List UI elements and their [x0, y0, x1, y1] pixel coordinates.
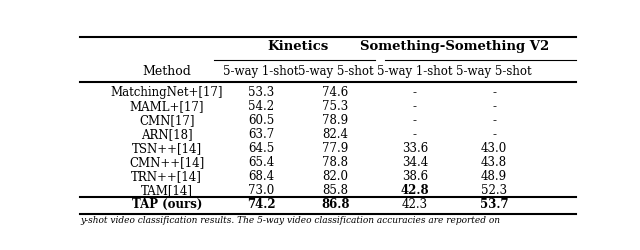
Text: ARN[18]: ARN[18]	[141, 128, 193, 141]
Text: 42.3: 42.3	[402, 198, 428, 211]
Text: CMN[17]: CMN[17]	[139, 114, 195, 127]
Text: TRN++[14]: TRN++[14]	[131, 170, 202, 183]
Text: y-shot video classification results. The 5-way video classification accuracies a: y-shot video classification results. The…	[80, 216, 500, 225]
Text: -: -	[413, 86, 417, 99]
Text: TSN++[14]: TSN++[14]	[132, 142, 202, 155]
Text: 54.2: 54.2	[248, 100, 274, 113]
Text: 74.2: 74.2	[247, 198, 275, 211]
Text: TAP (ours): TAP (ours)	[132, 198, 202, 211]
Text: 33.6: 33.6	[402, 142, 428, 155]
Text: 42.8: 42.8	[401, 184, 429, 197]
Text: 82.0: 82.0	[323, 170, 348, 183]
Text: 34.4: 34.4	[402, 156, 428, 169]
Text: 5-way 5-shot: 5-way 5-shot	[298, 65, 373, 78]
Text: 77.9: 77.9	[323, 142, 349, 155]
Text: 65.4: 65.4	[248, 156, 274, 169]
Text: 64.5: 64.5	[248, 142, 274, 155]
Text: 78.8: 78.8	[323, 156, 348, 169]
Text: CMN++[14]: CMN++[14]	[129, 156, 204, 169]
Text: -: -	[492, 86, 496, 99]
Text: -: -	[492, 128, 496, 141]
Text: 82.4: 82.4	[323, 128, 348, 141]
Text: Method: Method	[142, 65, 191, 78]
Text: 74.6: 74.6	[323, 86, 349, 99]
Text: TAM[14]: TAM[14]	[141, 184, 193, 197]
Text: 60.5: 60.5	[248, 114, 274, 127]
Text: -: -	[413, 114, 417, 127]
Text: 73.0: 73.0	[248, 184, 274, 197]
Text: 48.9: 48.9	[481, 170, 508, 183]
Text: -: -	[492, 100, 496, 113]
Text: 86.8: 86.8	[321, 198, 349, 211]
Text: 68.4: 68.4	[248, 170, 274, 183]
Text: 53.7: 53.7	[480, 198, 508, 211]
Text: 43.8: 43.8	[481, 156, 508, 169]
Text: 52.3: 52.3	[481, 184, 508, 197]
Text: -: -	[413, 128, 417, 141]
Text: Something-Something V2: Something-Something V2	[360, 40, 549, 53]
Text: 5-way 1-shot: 5-way 1-shot	[223, 65, 299, 78]
Text: MatchingNet+[17]: MatchingNet+[17]	[111, 86, 223, 99]
Text: 63.7: 63.7	[248, 128, 274, 141]
Text: 78.9: 78.9	[323, 114, 349, 127]
Text: -: -	[413, 100, 417, 113]
Text: MAML+[17]: MAML+[17]	[129, 100, 204, 113]
Text: 75.3: 75.3	[323, 100, 349, 113]
Text: -: -	[492, 114, 496, 127]
Text: 5-way 1-shot: 5-way 1-shot	[377, 65, 452, 78]
Text: 5-way 5-shot: 5-way 5-shot	[456, 65, 532, 78]
Text: 53.3: 53.3	[248, 86, 274, 99]
Text: 85.8: 85.8	[323, 184, 348, 197]
Text: 38.6: 38.6	[402, 170, 428, 183]
Text: 43.0: 43.0	[481, 142, 508, 155]
Text: Kinetics: Kinetics	[268, 40, 329, 53]
